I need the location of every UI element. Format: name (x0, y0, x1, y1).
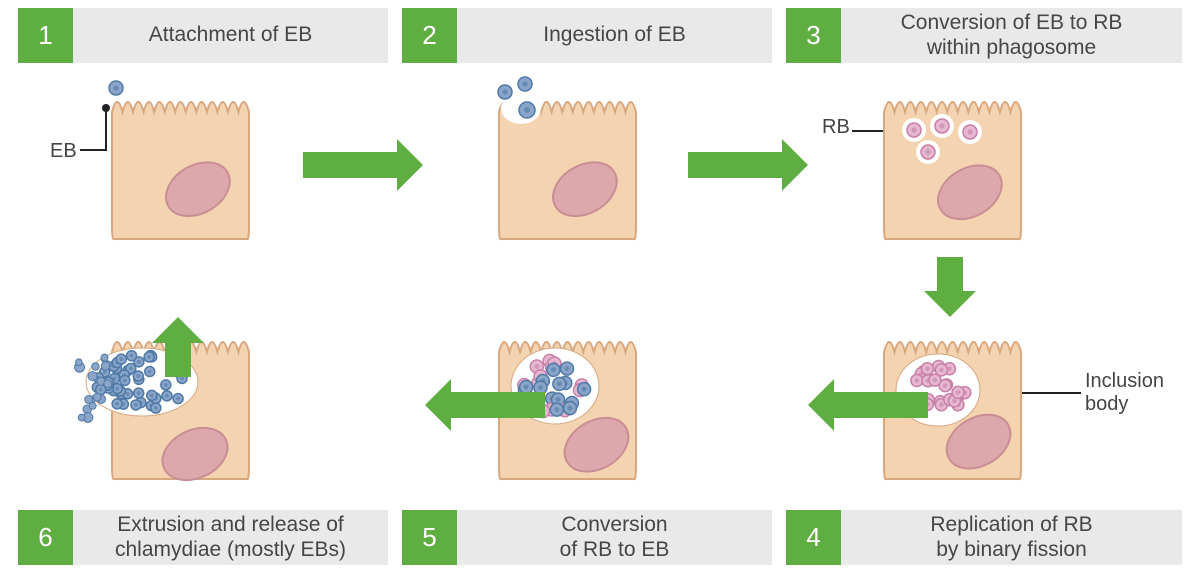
stage-label: Attachment of EB (73, 8, 388, 63)
stage-number: 2 (402, 8, 457, 63)
flow-arrow (924, 257, 976, 317)
flow-arrow (425, 379, 545, 431)
stage-number: 4 (786, 510, 841, 565)
stage-number: 6 (18, 510, 73, 565)
flow-arrow (303, 139, 423, 191)
cell-c2 (455, 70, 680, 265)
stage-label: Ingestion of EB (457, 8, 772, 63)
flow-arrow (152, 317, 204, 377)
stage-header-5: 5 Conversion of RB to EB (402, 510, 772, 565)
stage-number: 5 (402, 510, 457, 565)
stage-label: Conversion of RB to EB (457, 510, 772, 565)
stage-header-2: 2 Ingestion of EB (402, 8, 772, 63)
stage-label: Conversion of EB to RB within phagosome (841, 8, 1182, 63)
cell-c1 (68, 70, 293, 265)
stage-header-1: 1 Attachment of EB (18, 8, 388, 63)
flow-arrow (688, 139, 808, 191)
cell-c3 (840, 70, 1065, 265)
stage-label: Extrusion and release of chlamydiae (mos… (73, 510, 388, 565)
stage-header-4: 4 Replication of RB by binary fission (786, 510, 1182, 565)
stage-label: Replication of RB by binary fission (841, 510, 1182, 565)
flow-arrow (808, 379, 928, 431)
stage-number: 1 (18, 8, 73, 63)
stage-number: 3 (786, 8, 841, 63)
annot-inclusion: Inclusion body (1085, 370, 1164, 416)
stage-header-3: 3 Conversion of EB to RB within phagosom… (786, 8, 1182, 63)
stage-header-6: 6 Extrusion and release of chlamydiae (m… (18, 510, 388, 565)
